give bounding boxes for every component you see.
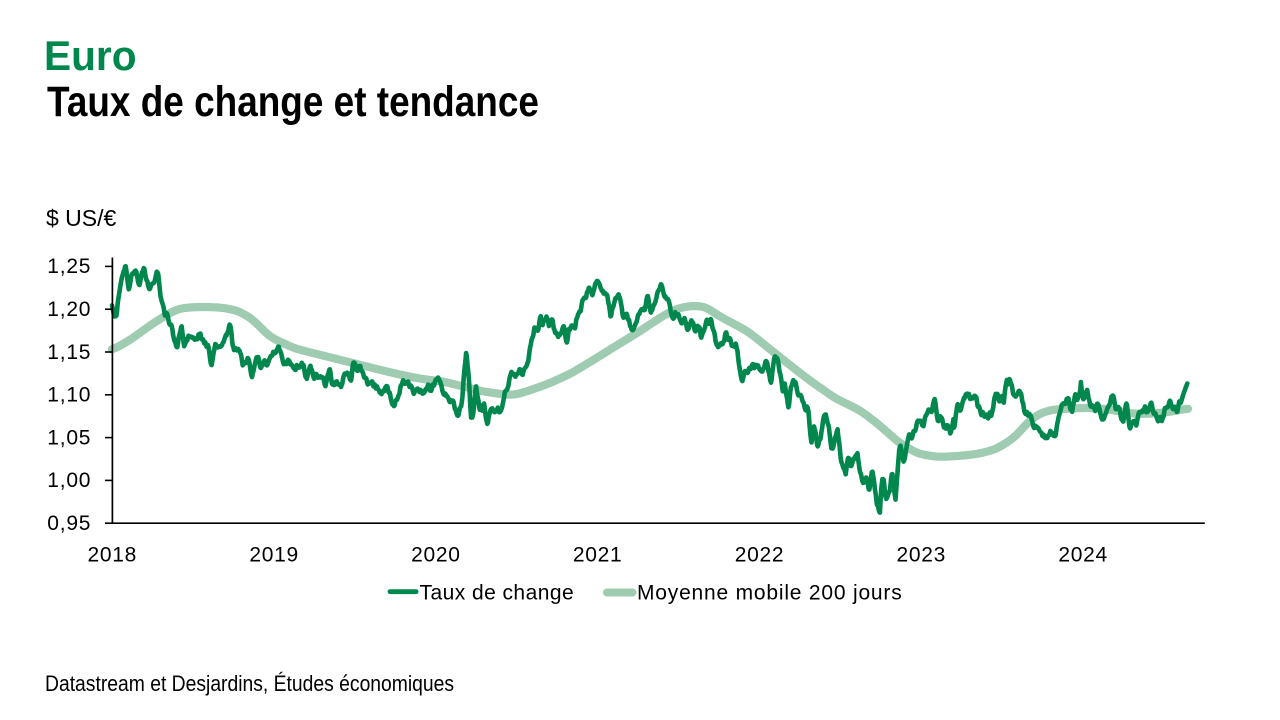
svg-text:1,25: 1,25 <box>47 255 91 278</box>
svg-text:1,05: 1,05 <box>47 426 91 449</box>
svg-text:Taux de change: Taux de change <box>420 582 575 605</box>
svg-text:2020: 2020 <box>411 544 461 567</box>
svg-text:2022: 2022 <box>735 544 785 567</box>
svg-text:0,95: 0,95 <box>47 512 91 535</box>
svg-text:2021: 2021 <box>573 544 623 567</box>
svg-text:2018: 2018 <box>88 544 138 567</box>
svg-text:1,20: 1,20 <box>47 298 91 321</box>
svg-text:1,00: 1,00 <box>47 469 91 492</box>
svg-text:1,10: 1,10 <box>47 384 91 407</box>
svg-text:2019: 2019 <box>249 544 299 567</box>
svg-text:2024: 2024 <box>1058 544 1108 567</box>
svg-text:1,15: 1,15 <box>47 341 91 364</box>
svg-text:2023: 2023 <box>897 544 947 567</box>
svg-text:Moyenne mobile 200 jours: Moyenne mobile 200 jours <box>637 582 903 605</box>
